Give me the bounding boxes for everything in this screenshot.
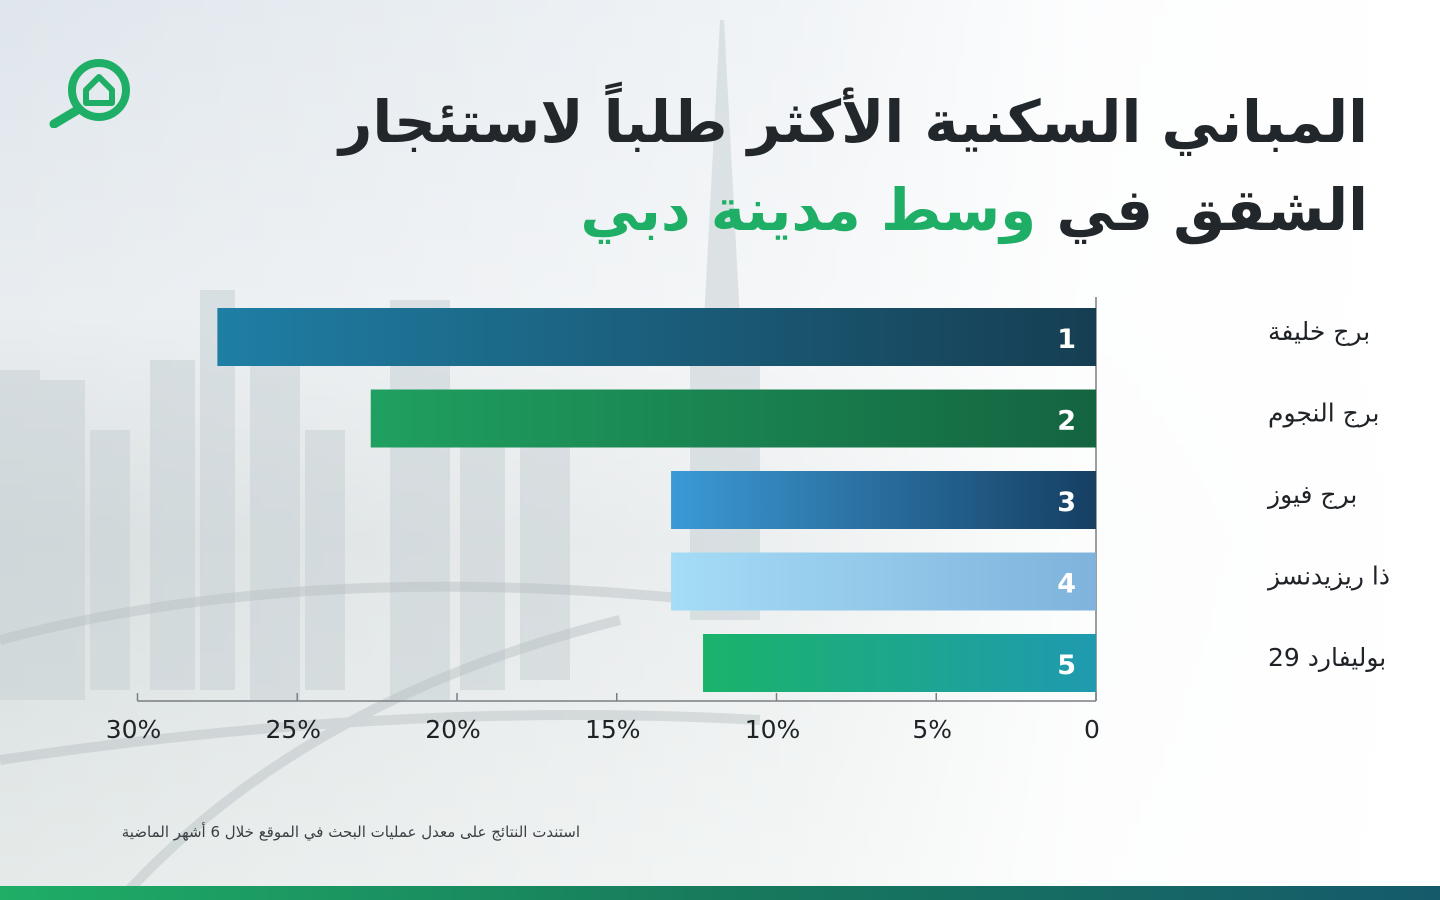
bar-rank-label: 4 — [1057, 569, 1076, 600]
house-search-icon — [49, 59, 130, 128]
x-tick-label: 0 — [1084, 715, 1100, 744]
x-tick-label: 30% — [106, 715, 162, 744]
x-tick-label: 25% — [265, 715, 321, 744]
title-line-2-prefix: الشقق في — [1056, 176, 1368, 244]
category-label: برج فيوز — [1266, 480, 1357, 510]
bar — [671, 552, 1096, 611]
x-tick-label: 5% — [912, 715, 952, 744]
bar — [671, 471, 1096, 529]
page-title: المباني السكنية الأكثر طلباً لاستئجار ال… — [268, 78, 1368, 254]
x-tick-label: 10% — [745, 715, 801, 744]
bar-rank-label: 3 — [1057, 487, 1076, 518]
bar-rank-label: 1 — [1057, 324, 1076, 355]
x-tick-label: 20% — [425, 715, 481, 744]
category-label: ذا ريزيدنسز — [1266, 562, 1390, 591]
category-label: بوليفارد 29 — [1268, 643, 1386, 672]
category-label: برج النجوم — [1268, 399, 1379, 429]
bar — [703, 634, 1096, 692]
footnote: استندت النتائج على معدل عمليات البحث في … — [121, 823, 580, 841]
bar-rank-label: 5 — [1057, 650, 1076, 681]
bar — [370, 389, 1096, 448]
bar-rank-label: 2 — [1057, 406, 1076, 437]
x-tick-label: 15% — [585, 715, 641, 744]
bottom-bar — [0, 886, 1440, 900]
category-label: برج خليفة — [1268, 317, 1370, 347]
title-line-1: المباني السكنية الأكثر طلباً لاستئجار — [338, 88, 1368, 156]
title-line-2-accent: وسط مدينة دبي — [580, 176, 1037, 244]
bar — [217, 308, 1096, 366]
title-line-2: الشقق في وسط مدينة دبي — [268, 166, 1368, 254]
